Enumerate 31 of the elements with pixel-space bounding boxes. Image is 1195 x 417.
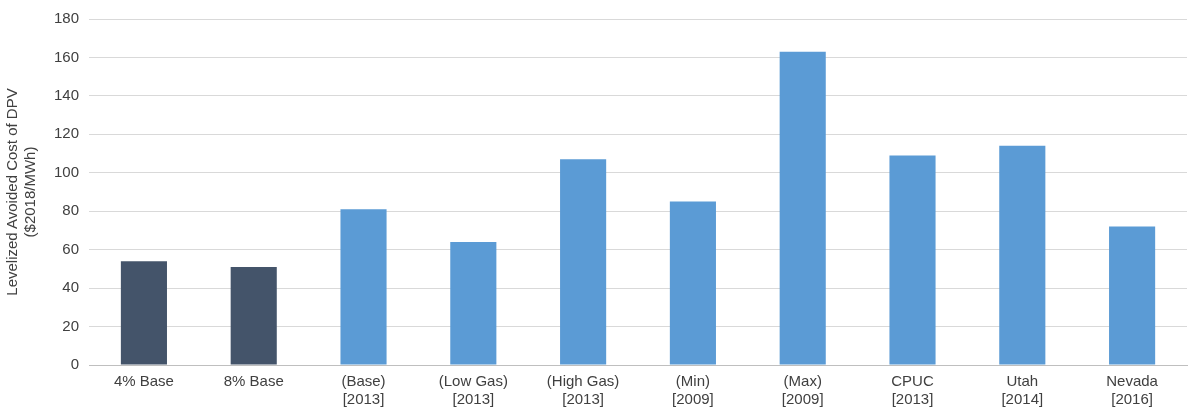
bar — [340, 209, 387, 365]
y-tick-label: 180 — [54, 9, 80, 27]
bar — [779, 51, 826, 365]
x-tick-label: 8% Base — [223, 372, 284, 390]
y-tick-label: 140 — [54, 86, 80, 104]
x-tick-label: (Low Gas) [2013] — [438, 372, 508, 408]
bar — [120, 261, 167, 365]
y-tick-label: 80 — [62, 201, 80, 219]
x-tick-label: Utah [2014] — [1001, 372, 1044, 408]
y-tick-label: 100 — [54, 162, 80, 180]
y-tick-label: 0 — [70, 355, 80, 373]
bar — [669, 201, 716, 365]
bar — [450, 241, 497, 365]
x-tick-label: (Min) [2009] — [672, 372, 714, 408]
y-axis-title: Levelized Avoided Cost of DPV ($2018/MWh) — [3, 88, 39, 296]
x-tick-label: (High Gas) [2013] — [546, 372, 620, 408]
y-tick-label: 120 — [54, 124, 80, 142]
bar — [1109, 226, 1156, 365]
x-tick-label: (Base) [2013] — [341, 372, 386, 408]
bar — [999, 145, 1046, 365]
x-tick-label: (Max) [2009] — [781, 372, 824, 408]
y-tick-label: 40 — [62, 278, 80, 296]
bar — [560, 159, 607, 365]
x-tick-label: CPUC [2013] — [891, 372, 934, 408]
y-tick-label: 60 — [62, 239, 80, 257]
bar — [889, 155, 936, 365]
y-tick-label: 160 — [54, 47, 80, 65]
x-tick-label: 4% Base — [113, 372, 174, 390]
x-tick-label: Nevada [2016] — [1106, 372, 1159, 408]
y-tick-label: 20 — [62, 316, 80, 334]
bar — [230, 266, 277, 365]
